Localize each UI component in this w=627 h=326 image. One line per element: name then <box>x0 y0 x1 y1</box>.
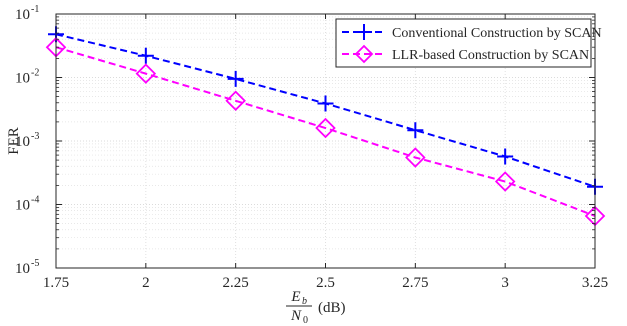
y-tick-exponent: -3 <box>31 131 39 142</box>
y-axis-label: FER <box>6 127 22 155</box>
y-tick-exponent: -4 <box>31 195 39 206</box>
x-tick-label: 2.5 <box>316 275 335 291</box>
data-point-diamond <box>315 117 336 139</box>
data-point-plus <box>317 95 334 112</box>
y-tick-exponent: -5 <box>31 258 39 269</box>
data-point-diamond <box>494 171 516 192</box>
x-tick-label: 3 <box>501 275 509 291</box>
series-layer <box>45 26 606 227</box>
legend: Conventional Construction by SCAN LLR-bas… <box>335 18 602 68</box>
x-label-numerator-sub: b <box>302 296 307 307</box>
y-tick-exponent: -2 <box>31 68 39 79</box>
legend-label: Conventional Construction by SCAN <box>392 26 602 41</box>
data-point-diamond <box>135 63 157 84</box>
data-point-diamond <box>225 90 246 112</box>
data-point-plus <box>356 24 372 40</box>
x-label-denominator: N <box>290 308 302 324</box>
x-tick-label: 3.25 <box>582 275 608 291</box>
y-tick-exponent: -1 <box>31 4 39 15</box>
x-label-denominator-sub: 0 <box>303 315 308 326</box>
data-point-plus <box>407 122 424 139</box>
x-tick-label: 2.25 <box>223 275 249 291</box>
legend-label: LLR-based Construction by SCAN <box>392 48 589 63</box>
x-label-numerator: E <box>290 289 300 305</box>
data-point-plus <box>137 47 154 64</box>
legend-box <box>335 18 592 68</box>
y-tick-label: 10 <box>15 198 30 214</box>
y-tick-label: 10 <box>15 261 30 277</box>
y-tick-label: 10 <box>15 71 30 87</box>
x-tick-label: 2 <box>142 275 150 291</box>
data-point-plus <box>497 148 514 165</box>
series-line <box>55 46 596 217</box>
x-tick-label: 1.75 <box>43 275 69 291</box>
data-point-plus <box>227 70 244 87</box>
data-point-diamond <box>354 44 374 64</box>
x-tick-label: 2.75 <box>402 275 428 291</box>
y-tick-label: 10 <box>15 7 30 23</box>
axis-labels: FER E bN 0 (dB) <box>6 127 346 326</box>
x-label-unit: (dB) <box>318 300 346 316</box>
data-point-diamond <box>405 147 426 168</box>
y-tick-label: 10 <box>15 134 30 150</box>
